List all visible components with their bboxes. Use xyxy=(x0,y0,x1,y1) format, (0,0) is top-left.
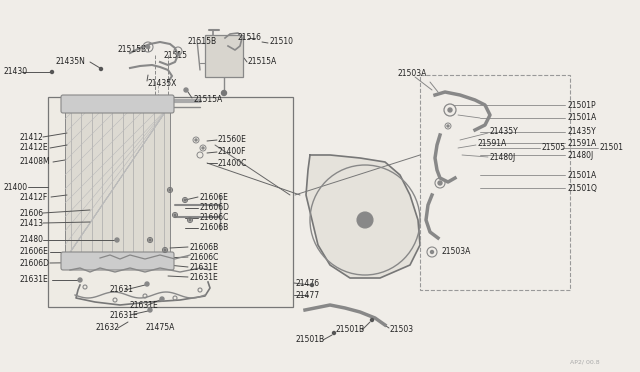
Circle shape xyxy=(371,318,374,321)
Text: 21515B: 21515B xyxy=(188,38,217,46)
Text: 21591A: 21591A xyxy=(568,138,597,148)
Text: 21606: 21606 xyxy=(20,208,44,218)
Text: 21501B: 21501B xyxy=(335,326,364,334)
Text: 21606D: 21606D xyxy=(20,259,50,267)
Circle shape xyxy=(51,71,54,74)
Circle shape xyxy=(174,214,176,216)
Circle shape xyxy=(189,219,191,221)
Text: 21515: 21515 xyxy=(163,51,187,60)
Text: 21631E: 21631E xyxy=(20,276,49,285)
Text: 21435Y: 21435Y xyxy=(568,128,596,137)
Text: 21501A: 21501A xyxy=(568,113,597,122)
Text: 21632: 21632 xyxy=(95,324,119,333)
Circle shape xyxy=(148,308,152,312)
Bar xyxy=(420,75,570,290)
Text: 21435X: 21435X xyxy=(148,78,177,87)
Text: 21510: 21510 xyxy=(270,38,294,46)
Circle shape xyxy=(184,199,186,201)
Text: 21515A: 21515A xyxy=(193,96,222,105)
Text: 21430: 21430 xyxy=(3,67,27,77)
Bar xyxy=(65,105,170,260)
Text: 21413: 21413 xyxy=(20,218,44,228)
Text: 21515A: 21515A xyxy=(248,58,277,67)
Text: 21631E: 21631E xyxy=(190,273,219,282)
Text: 21476: 21476 xyxy=(295,279,319,288)
Circle shape xyxy=(184,88,188,92)
Circle shape xyxy=(448,108,452,112)
FancyBboxPatch shape xyxy=(61,252,174,270)
Text: 21400: 21400 xyxy=(3,183,27,192)
Text: 21503: 21503 xyxy=(390,326,414,334)
Text: 21435N: 21435N xyxy=(55,58,85,67)
Text: 21503A: 21503A xyxy=(442,247,472,257)
Circle shape xyxy=(221,90,227,96)
Bar xyxy=(48,97,293,307)
Text: 21606B: 21606B xyxy=(190,243,220,251)
Bar xyxy=(205,35,243,77)
Circle shape xyxy=(149,239,151,241)
Circle shape xyxy=(202,147,204,149)
Text: 21501A: 21501A xyxy=(568,170,597,180)
Text: 21606B: 21606B xyxy=(200,224,229,232)
Circle shape xyxy=(357,212,373,228)
Text: 21505: 21505 xyxy=(542,144,566,153)
Text: 21400F: 21400F xyxy=(218,148,246,157)
Polygon shape xyxy=(306,155,420,278)
Circle shape xyxy=(169,189,171,191)
Circle shape xyxy=(310,283,314,286)
Circle shape xyxy=(160,297,164,301)
Text: 21515B: 21515B xyxy=(118,45,147,55)
Circle shape xyxy=(99,67,102,71)
Text: 21412E: 21412E xyxy=(20,144,49,153)
Text: 21516: 21516 xyxy=(238,32,262,42)
FancyBboxPatch shape xyxy=(61,95,174,113)
Text: 21631E: 21631E xyxy=(130,301,159,310)
Text: 21501Q: 21501Q xyxy=(568,183,598,192)
Text: 21631: 21631 xyxy=(110,285,134,295)
Circle shape xyxy=(115,238,119,242)
Circle shape xyxy=(195,139,197,141)
Text: 21477: 21477 xyxy=(295,291,319,299)
Text: 21475A: 21475A xyxy=(145,324,174,333)
Text: 21480: 21480 xyxy=(20,235,44,244)
Text: 21501P: 21501P xyxy=(568,100,596,109)
Circle shape xyxy=(438,181,442,185)
Text: 21606C: 21606C xyxy=(190,253,220,262)
Circle shape xyxy=(333,331,335,334)
Text: 21412: 21412 xyxy=(20,132,44,141)
Circle shape xyxy=(447,125,449,127)
Text: 21501: 21501 xyxy=(600,144,624,153)
Text: 21631E: 21631E xyxy=(110,311,139,320)
Text: AP2/ 00.8: AP2/ 00.8 xyxy=(570,359,600,365)
Text: 21435Y: 21435Y xyxy=(490,128,519,137)
Circle shape xyxy=(78,278,82,282)
Text: 21400C: 21400C xyxy=(218,158,248,167)
Text: 21480J: 21480J xyxy=(490,153,516,161)
Text: 21408M: 21408M xyxy=(20,157,51,167)
Text: 21560E: 21560E xyxy=(218,135,247,144)
Text: 21631E: 21631E xyxy=(190,263,219,272)
Circle shape xyxy=(431,250,433,253)
Text: 21412F: 21412F xyxy=(20,192,48,202)
Text: 21606C: 21606C xyxy=(200,214,229,222)
Text: 21480J: 21480J xyxy=(568,151,595,160)
Text: 21503A: 21503A xyxy=(398,68,428,77)
Text: 21501B: 21501B xyxy=(295,336,324,344)
Text: 21606E: 21606E xyxy=(20,247,49,257)
Circle shape xyxy=(164,249,166,251)
Circle shape xyxy=(146,45,150,49)
Circle shape xyxy=(145,282,149,286)
Text: 21606D: 21606D xyxy=(200,203,230,212)
Text: 21606E: 21606E xyxy=(200,192,229,202)
Text: 21591A: 21591A xyxy=(478,140,508,148)
